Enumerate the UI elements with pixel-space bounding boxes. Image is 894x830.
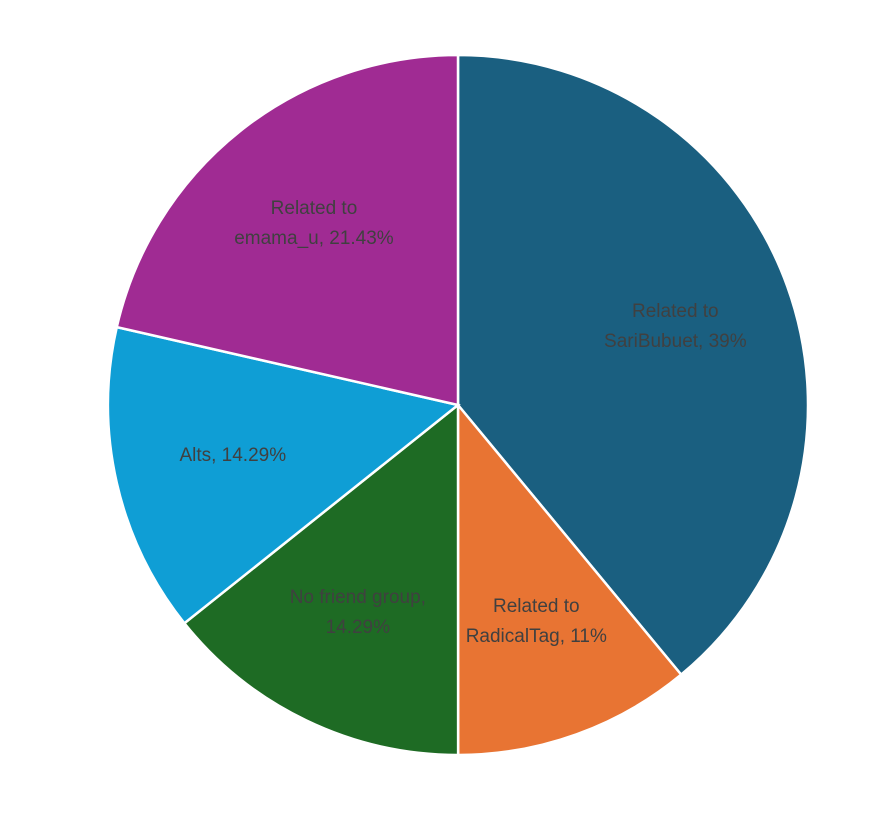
data-label: Related to emama_u, 21.43% (234, 198, 394, 250)
data-label: Alts, 14.29% (179, 445, 287, 467)
data-label: Related to RadicalTag, 11% (465, 596, 607, 648)
pie-slice (182, 402, 460, 757)
data-label: Related to SariBubuet, 39% (604, 300, 747, 352)
pie-slice (115, 53, 460, 407)
pie-slice (456, 53, 810, 677)
data-label: No friend group, 14.29% (289, 587, 426, 639)
pie-slice (456, 401, 683, 757)
pie-slice (106, 325, 461, 626)
